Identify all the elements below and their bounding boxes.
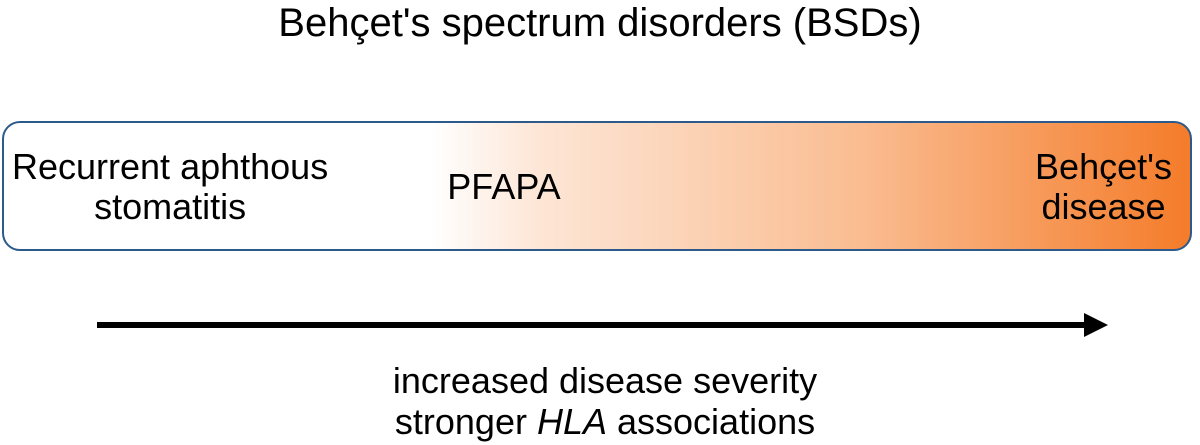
label-right-line2: disease	[1041, 186, 1166, 227]
caption-line-severity: increased disease severity	[392, 360, 818, 401]
caption-hla-suffix: associations	[607, 401, 816, 442]
label-pfapa: PFAPA	[447, 166, 561, 207]
label-behcets-disease: Behçet's disease	[1035, 147, 1172, 227]
diagram-title: Behçet's spectrum disorders (BSDs)	[278, 1, 922, 45]
label-left-line1: Recurrent aphthous	[12, 146, 329, 187]
arrow-head	[1084, 313, 1108, 337]
caption-line-hla: stronger HLA associations	[10, 401, 1200, 442]
label-right-line1: Behçet's	[1035, 146, 1172, 187]
caption-hla-term: HLA	[536, 401, 607, 442]
label-left-line2: stomatitis	[94, 186, 247, 227]
caption: increased disease severity stronger HLA …	[0, 360, 1200, 442]
severity-arrow	[97, 313, 1108, 337]
caption-hla-prefix: stronger	[394, 401, 537, 442]
spectrum-bar: Recurrent aphthous stomatitis PFAPA Behç…	[2, 121, 1192, 251]
label-recurrent-aphthous-stomatitis: Recurrent aphthous stomatitis	[12, 147, 328, 227]
